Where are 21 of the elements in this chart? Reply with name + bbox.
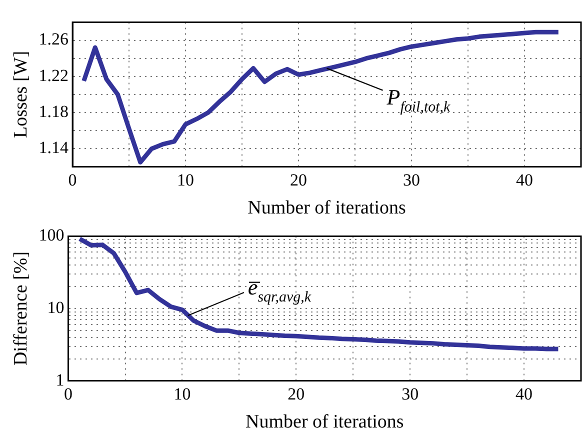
x-tick-label: 0: [68, 170, 77, 190]
x-tick-label: 40: [516, 170, 534, 190]
x-axis-title: Number of iterations: [246, 412, 404, 433]
y-tick-label: 10: [47, 298, 64, 317]
y-tick-label: 1.14: [38, 138, 70, 158]
y-tick-label: 1.18: [38, 102, 69, 122]
y-tick-label: 1.22: [38, 66, 69, 85]
y-tick-label: 1.26: [38, 30, 69, 49]
x-tick-label: 10: [177, 170, 194, 190]
x-tick-label: 20: [288, 384, 305, 404]
y-tick-label: 1: [56, 370, 64, 390]
x-tick-label: 0: [64, 384, 73, 404]
y-axis-title: Difference [%]: [10, 251, 32, 366]
x-tick-label: 40: [516, 384, 533, 404]
x-tick-label: 20: [290, 170, 308, 190]
x-axis-title: Number of iterations: [248, 198, 406, 219]
x-tick-label: 10: [174, 384, 191, 404]
x-tick-label: 30: [402, 384, 419, 404]
x-tick-label: 30: [403, 170, 420, 190]
y-tick-label: 100: [38, 226, 64, 245]
y-axis-title: Losses [W]: [10, 50, 32, 138]
